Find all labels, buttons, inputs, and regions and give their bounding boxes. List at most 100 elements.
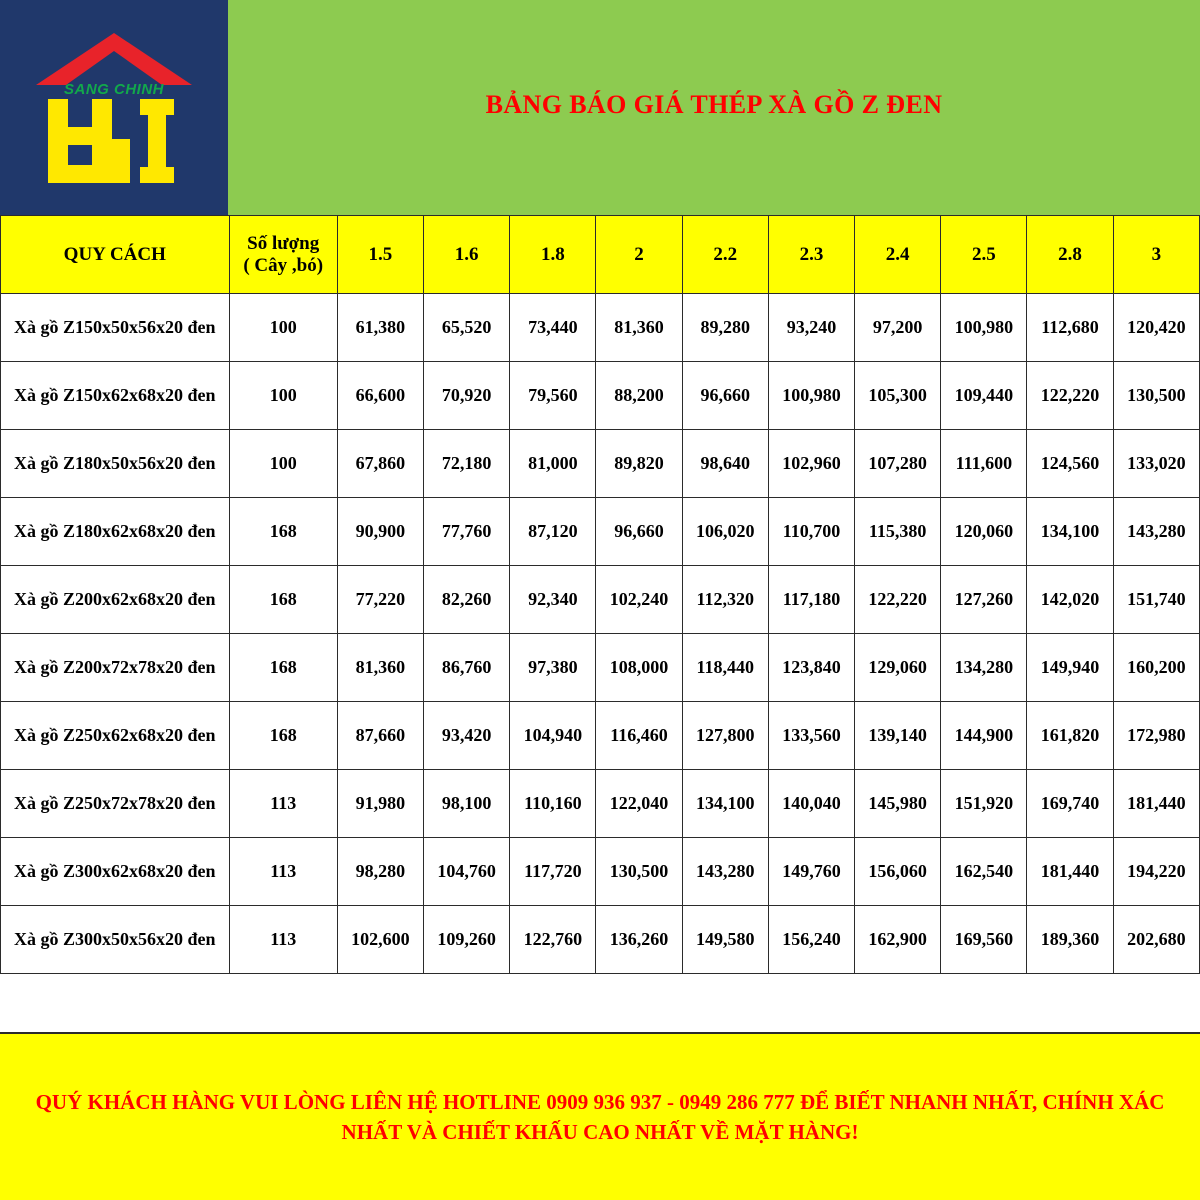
cell-price: 90,900 [336, 497, 425, 566]
cell-price: 127,800 [681, 701, 769, 770]
cell-price: 142,020 [1026, 565, 1114, 634]
cell-price: 162,900 [854, 905, 942, 974]
cell-price: 65,520 [423, 293, 511, 362]
cell-quantity: 100 [228, 429, 338, 498]
cell-price: 122,760 [509, 905, 597, 974]
cell-price: 118,440 [681, 633, 769, 702]
cell-price: 81,360 [595, 293, 683, 362]
title-cell: BẢNG BÁO GIÁ THÉP XÀ GỒ Z ĐEN [228, 0, 1200, 215]
cell-price: 189,360 [1026, 905, 1114, 974]
cell-price: 100,980 [767, 361, 856, 430]
header-thickness-2-5: 2.5 [940, 215, 1028, 294]
cell-quantity: 113 [228, 769, 338, 838]
cell-price: 194,220 [1112, 837, 1200, 906]
table-row: Xà gồ Z300x50x56x20 đen 113 102,600 109,260… [0, 905, 1200, 974]
cell-price: 108,000 [595, 633, 683, 702]
cell-price: 136,260 [595, 905, 683, 974]
cell-price: 133,020 [1112, 429, 1200, 498]
table-row: Xà gồ Z180x62x68x20 đen 168 90,900 77,760 87… [0, 497, 1200, 566]
cell-price: 87,120 [509, 497, 597, 566]
header-thickness-2-2: 2.2 [681, 215, 769, 294]
header-thickness-1-8: 1.8 [509, 215, 597, 294]
cell-price: 181,440 [1026, 837, 1114, 906]
cell-quantity: 168 [228, 565, 338, 634]
table-row: Xà gồ Z200x72x78x20 đen 168 81,360 86,760 97… [0, 633, 1200, 702]
price-table: QUY CÁCH Số lượng ( Cây ,bó) 1.5 1.6 1.8… [0, 215, 1200, 974]
cell-price: 116,460 [595, 701, 683, 770]
footer-line-2: KHẤU CAO NHẤT VỀ MẶT HÀNG! [514, 1120, 859, 1144]
cell-price: 115,380 [854, 497, 942, 566]
table-head: QUY CÁCH Số lượng ( Cây ,bó) 1.5 1.6 1.8… [0, 215, 1200, 294]
header-thickness-2-3: 2.3 [767, 215, 856, 294]
cell-price: 134,100 [681, 769, 769, 838]
cell-price: 117,720 [509, 837, 597, 906]
cell-price: 133,560 [767, 701, 856, 770]
banner: SANG CHINH BẢNG BÁO GIÁ THÉP XÀ GỒ [0, 0, 1200, 215]
cell-price: 109,440 [940, 361, 1028, 430]
cell-price: 77,760 [423, 497, 511, 566]
cell-price: 81,000 [509, 429, 597, 498]
cell-spec: Xà gồ Z300x50x56x20 đen [0, 905, 230, 974]
cell-price: 104,940 [509, 701, 597, 770]
cell-spec: Xà gồ Z150x62x68x20 đen [0, 361, 230, 430]
cell-quantity: 168 [228, 633, 338, 702]
cell-price: 160,200 [1112, 633, 1200, 702]
cell-spec: Xà gồ Z150x50x56x20 đen [0, 293, 230, 362]
cell-quantity: 168 [228, 497, 338, 566]
cell-price: 104,760 [423, 837, 511, 906]
cell-price: 110,700 [767, 497, 856, 566]
cell-price: 111,600 [940, 429, 1028, 498]
hi-monogram-icon [48, 98, 174, 183]
cell-quantity: 113 [228, 837, 338, 906]
header-so-luong-line2: ( Cây ,bó) [243, 254, 324, 276]
cell-spec: Xà gồ Z180x62x68x20 đen [0, 497, 230, 566]
cell-price: 122,040 [595, 769, 683, 838]
cell-price: 72,180 [423, 429, 511, 498]
cell-price: 82,260 [423, 565, 511, 634]
cell-spec: Xà gồ Z300x62x68x20 đen [0, 837, 230, 906]
cell-price: 117,180 [767, 565, 856, 634]
footer-text: QUÝ KHÁCH HÀNG VUI LÒNG LIÊN HỆ HOTLINE … [12, 1087, 1188, 1148]
cell-quantity: 100 [228, 361, 338, 430]
cell-price: 122,220 [854, 565, 942, 634]
cell-price: 127,260 [940, 565, 1028, 634]
cell-price: 66,600 [336, 361, 425, 430]
company-logo: SANG CHINH [34, 32, 194, 183]
cell-price: 106,020 [681, 497, 769, 566]
cell-price: 89,280 [681, 293, 769, 362]
cell-price: 149,760 [767, 837, 856, 906]
cell-spec: Xà gồ Z200x62x68x20 đen [0, 565, 230, 634]
cell-spec: Xà gồ Z200x72x78x20 đen [0, 633, 230, 702]
cell-price: 120,420 [1112, 293, 1200, 362]
cell-price: 162,540 [940, 837, 1028, 906]
cell-price: 107,280 [854, 429, 942, 498]
cell-price: 86,760 [423, 633, 511, 702]
cell-price: 112,320 [681, 565, 769, 634]
table-body: Xà gồ Z150x50x56x20 đen 100 61,380 65,520 73… [0, 293, 1200, 974]
cell-price: 97,200 [854, 293, 942, 362]
cell-price: 89,820 [595, 429, 683, 498]
cell-price: 81,360 [336, 633, 425, 702]
cell-price: 143,280 [1112, 497, 1200, 566]
cell-price: 134,280 [940, 633, 1028, 702]
header-thickness-2-4: 2.4 [854, 215, 942, 294]
cell-spec: Xà gồ Z180x50x56x20 đen [0, 429, 230, 498]
cell-price: 88,200 [595, 361, 683, 430]
footer-line-1: QUÝ KHÁCH HÀNG VUI LÒNG LIÊN HỆ HOTLINE … [35, 1089, 1165, 1144]
table-row: Xà gồ Z300x62x68x20 đen 113 98,280 104,760 1… [0, 837, 1200, 906]
cell-price: 98,640 [681, 429, 769, 498]
cell-price: 130,500 [595, 837, 683, 906]
cell-price: 149,580 [681, 905, 769, 974]
cell-price: 149,940 [1026, 633, 1114, 702]
cell-price: 93,420 [423, 701, 511, 770]
cell-price: 143,280 [681, 837, 769, 906]
cell-price: 93,240 [767, 293, 856, 362]
cell-price: 92,340 [509, 565, 597, 634]
cell-price: 130,500 [1112, 361, 1200, 430]
cell-price: 123,840 [767, 633, 856, 702]
footer-note: QUÝ KHÁCH HÀNG VUI LÒNG LIÊN HỆ HOTLINE … [0, 1032, 1200, 1200]
cell-price: 156,240 [767, 905, 856, 974]
cell-spec: Xà gồ Z250x62x68x20 đen [0, 701, 230, 770]
header-quy-cach: QUY CÁCH [0, 215, 230, 294]
